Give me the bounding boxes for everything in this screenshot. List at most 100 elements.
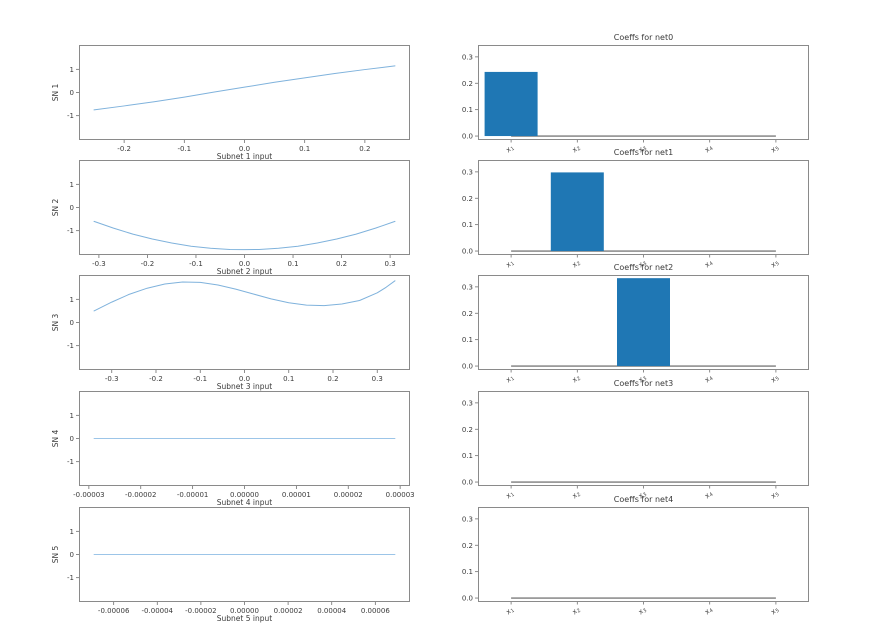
- net1-bar-chart: Coeffs for net1 0.0 0.1 0.2 0.3 x1 x2 x3 x4 x5: [462, 148, 809, 270]
- chart-title: Coeffs for net2: [614, 263, 673, 272]
- axes-spines: [79, 45, 410, 140]
- subplot-net3-coeffs: Coeffs for net3 0.0 0.1 0.2 0.3 x1 x2 x3 x4 x5: [462, 379, 809, 501]
- chart-title: Coeffs for net3: [614, 379, 673, 388]
- y-tick-label: 1: [70, 66, 74, 74]
- x-tick-label: x2: [570, 143, 583, 156]
- y-tick-label: 0.2: [462, 426, 473, 434]
- x-tick-label: x5: [768, 489, 781, 502]
- y-tick-label: 0.2: [462, 310, 473, 318]
- x-tick-label: -0.1: [193, 375, 207, 383]
- y-tick-label: -1: [67, 227, 74, 235]
- x-tick-label: 0.1: [299, 145, 310, 153]
- x-tick-label: 0.00006: [361, 607, 390, 615]
- x-tick-label: 0.2: [327, 375, 338, 383]
- x-tick-label: x1: [504, 373, 517, 386]
- x-tick-label: -0.2: [117, 145, 131, 153]
- x-tick-label: -0.00002: [185, 607, 216, 615]
- chart-title: Coeffs for net4: [614, 495, 673, 504]
- y-tick-label: 0.1: [462, 452, 473, 460]
- x-tick-label: 0.0: [239, 375, 250, 383]
- y-tick-label: 0.0: [462, 363, 473, 371]
- y-tick-label: 0.2: [462, 542, 473, 550]
- x-tick-label: 0.1: [283, 375, 294, 383]
- y-tick-label: 0.3: [462, 168, 473, 176]
- x-tick-label: x2: [570, 489, 583, 502]
- y-tick-label: 0.0: [462, 595, 473, 603]
- x-tick-label: -0.3: [92, 260, 106, 268]
- axes-spines: [79, 391, 410, 486]
- curve-path: [93, 65, 396, 111]
- x-tick-label: -0.00001: [177, 491, 208, 499]
- y-tick-label: 0: [70, 204, 74, 212]
- sn1-line-plot: -0.2 -0.1 0.0 0.1 0.2 -1 0 1 Subnet 1 input SN 1: [51, 45, 410, 161]
- x-tick-label: x1: [504, 258, 517, 271]
- sn2-line-plot: -0.3 -0.2 -0.1 0.0 0.1 0.2 0.3 -1 0 1 Subnet 2 inp…: [51, 160, 410, 276]
- x-tick-label: 0.00001: [282, 491, 311, 499]
- x-tick-label: 0.2: [336, 260, 347, 268]
- x-tick-label: -0.3: [105, 375, 119, 383]
- y-tick-label: 0.2: [462, 195, 473, 203]
- y-tick-label: -1: [67, 574, 74, 582]
- net2-bar-chart: Coeffs for net2 0.0 0.1 0.2 0.3 x1 x2 x3 x4 x5: [462, 263, 809, 385]
- y-tick-label: 0.0: [462, 133, 473, 141]
- y-tick-label: 0.1: [462, 336, 473, 344]
- x-tick-label: -0.00003: [73, 491, 104, 499]
- x-tick-label: 0.0: [239, 260, 250, 268]
- y-tick-label: 0.3: [462, 515, 473, 523]
- chart-title: Coeffs for net1: [614, 148, 673, 157]
- x-tick-label: x3: [636, 143, 649, 156]
- net4-bar-chart: Coeffs for net4 0.0 0.1 0.2 0.3 x1 x2 x3 x4 x5: [462, 495, 809, 617]
- y-tick-label: 0: [70, 551, 74, 559]
- sn5-line-plot: -0.00006 -0.00004 -0.00002 0.00000 0.00002 0.…: [51, 507, 410, 623]
- x-tick-label: -0.00004: [142, 607, 174, 615]
- x-tick-label: 0.3: [372, 375, 383, 383]
- net0-bar-chart: Coeffs for net0 0.0 0.1 0.2 0.3 x1 x2 x3 x4 x5: [462, 33, 809, 155]
- y-tick-label: 0.1: [462, 106, 473, 114]
- y-tick-label: 0: [70, 89, 74, 97]
- y-tick-label: 0: [70, 319, 74, 327]
- y-tick-label: -1: [67, 112, 74, 120]
- x-tick-label: x5: [768, 143, 781, 156]
- axes-spines: [478, 45, 809, 140]
- y-tick-label: 0.3: [462, 399, 473, 407]
- x-tick-label: x5: [768, 605, 781, 618]
- x-tick-label: x3: [636, 605, 649, 618]
- y-tick-label: 1: [70, 528, 74, 536]
- subplot-net1-coeffs: Coeffs for net1 0.0 0.1 0.2 0.3 x1 x2 x3 x4 x5: [462, 148, 809, 270]
- y-tick-label: 0.0: [462, 248, 473, 256]
- x-tick-label: -0.2: [141, 260, 155, 268]
- x-tick-label: 0.00000: [230, 491, 259, 499]
- y-axis-label: SN 1: [51, 84, 60, 102]
- x-axis-label: Subnet 4 input: [217, 498, 272, 507]
- x-tick-label: x3: [636, 489, 649, 502]
- coefficient-bar: [484, 71, 538, 137]
- subplot-sn2: -0.3 -0.2 -0.1 0.0 0.1 0.2 0.3 -1 0 1 Subnet 2 inp…: [51, 160, 410, 276]
- y-tick-label: 0.3: [462, 53, 473, 61]
- x-tick-label: x1: [504, 143, 517, 156]
- axes-spines: [79, 275, 410, 370]
- x-tick-label: 0.2: [359, 145, 370, 153]
- y-tick-label: 0.3: [462, 283, 473, 291]
- x-axis-label: Subnet 5 input: [217, 614, 272, 623]
- axes-spines: [478, 391, 809, 486]
- subplot-sn4: -0.00003 -0.00002 -0.00001 0.00000 0.00001 0.…: [51, 391, 415, 507]
- coefficient-bar: [617, 278, 670, 367]
- subplot-net2-coeffs: Coeffs for net2 0.0 0.1 0.2 0.3 x1 x2 x3 x4 x5: [462, 263, 809, 385]
- x-tick-label: x5: [768, 373, 781, 386]
- y-axis-label: SN 2: [51, 199, 60, 217]
- x-tick-label: -0.2: [149, 375, 163, 383]
- subplot-net0-coeffs: Coeffs for net0 0.0 0.1 0.2 0.3 x1 x2 x3 x4 x5: [462, 33, 809, 155]
- y-tick-label: 0.1: [462, 568, 473, 576]
- y-tick-label: 1: [70, 412, 74, 420]
- curve-path: [93, 280, 396, 312]
- y-tick-label: 0: [70, 435, 74, 443]
- y-tick-label: 0.2: [462, 80, 473, 88]
- x-tick-label: x1: [504, 605, 517, 618]
- sn3-line-plot: -0.3 -0.2 -0.1 0.0 0.1 0.2 0.3 -1 0 1 Subnet 3 inp…: [51, 275, 410, 391]
- x-tick-label: 0.00002: [334, 491, 363, 499]
- x-axis-label: Subnet 2 input: [217, 267, 272, 276]
- x-axis-label: Subnet 1 input: [217, 152, 272, 161]
- chart-title: Coeffs for net0: [614, 33, 673, 42]
- x-tick-label: 0.3: [385, 260, 396, 268]
- axes-spines: [478, 275, 809, 370]
